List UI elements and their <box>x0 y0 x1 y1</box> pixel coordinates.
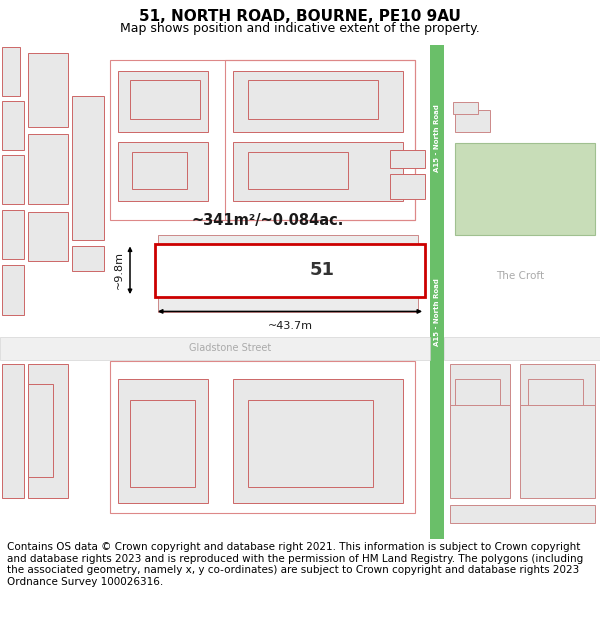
Bar <box>2 265 24 314</box>
Bar <box>110 361 415 513</box>
Bar <box>450 505 595 523</box>
Text: A15 - North Road: A15 - North Road <box>434 104 440 171</box>
Bar <box>28 212 68 261</box>
Bar <box>130 400 195 488</box>
Bar <box>453 102 478 114</box>
Bar <box>28 364 68 498</box>
Bar <box>450 405 510 498</box>
Bar <box>528 379 583 436</box>
Text: 51: 51 <box>310 261 335 279</box>
Text: ~43.7m: ~43.7m <box>268 321 313 331</box>
Bar <box>28 384 53 477</box>
Bar <box>118 71 208 132</box>
Bar <box>132 152 187 189</box>
Bar <box>158 235 418 312</box>
Bar <box>233 379 403 503</box>
Bar <box>2 101 24 150</box>
Bar <box>430 45 444 539</box>
Bar <box>390 150 425 168</box>
Bar <box>118 142 208 201</box>
Text: ~9.8m: ~9.8m <box>114 251 124 289</box>
Bar <box>2 155 24 204</box>
Bar <box>2 47 20 96</box>
Bar <box>520 405 595 498</box>
Bar <box>390 174 425 199</box>
Text: Contains OS data © Crown copyright and database right 2021. This information is : Contains OS data © Crown copyright and d… <box>7 542 583 587</box>
Bar <box>450 364 510 456</box>
Bar <box>233 71 403 132</box>
Bar <box>455 110 490 132</box>
Bar <box>248 400 373 488</box>
Bar <box>455 379 500 436</box>
Text: ~341m²/~0.084ac.: ~341m²/~0.084ac. <box>192 213 344 228</box>
Bar <box>248 152 348 189</box>
Bar <box>455 142 595 235</box>
Bar <box>444 337 600 360</box>
Bar <box>72 246 104 271</box>
Bar <box>28 53 68 128</box>
Bar <box>520 364 595 456</box>
Bar <box>0 337 430 360</box>
Text: 51, NORTH ROAD, BOURNE, PE10 9AU: 51, NORTH ROAD, BOURNE, PE10 9AU <box>139 9 461 24</box>
Bar <box>2 364 24 498</box>
Bar <box>28 134 68 204</box>
Bar <box>248 80 378 119</box>
Bar <box>225 61 415 220</box>
Text: Gladstone Street: Gladstone Street <box>189 344 271 354</box>
Bar <box>118 379 208 503</box>
Bar <box>233 142 403 201</box>
Bar <box>110 61 415 220</box>
Bar <box>155 244 425 297</box>
Text: The Croft: The Croft <box>496 271 544 281</box>
Bar <box>130 80 200 119</box>
Bar <box>72 96 104 241</box>
Bar <box>2 209 24 259</box>
Text: Map shows position and indicative extent of the property.: Map shows position and indicative extent… <box>120 22 480 35</box>
Text: A15 - North Road: A15 - North Road <box>434 279 440 346</box>
